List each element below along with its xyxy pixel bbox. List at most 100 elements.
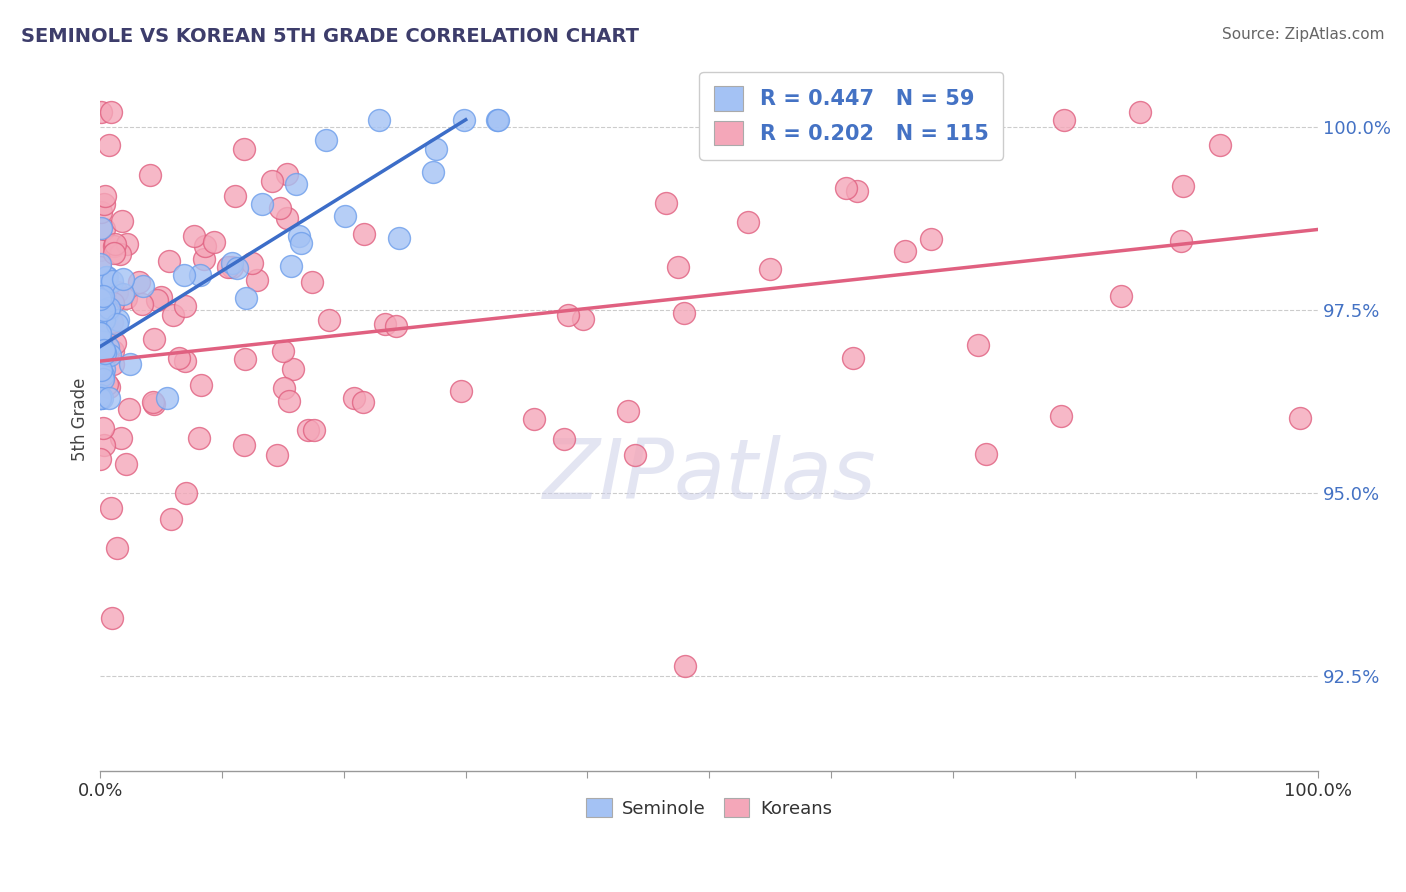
Point: [94, 270, 117, 285]
Point: [976, 447, 998, 461]
Point: [97, 305, 120, 319]
Point: [846, 184, 869, 198]
Point: [193, 252, 215, 267]
Point: [93, 222, 115, 236]
Point: [120, 357, 142, 371]
Point: [160, 512, 183, 526]
Point: [90, 334, 112, 348]
Point: [655, 196, 678, 211]
Point: [89, 452, 111, 467]
Point: [103, 336, 125, 351]
Point: [174, 485, 197, 500]
Point: [89, 333, 111, 347]
Point: [273, 381, 295, 395]
Point: [276, 211, 298, 225]
Point: [288, 228, 311, 243]
Point: [1173, 179, 1195, 194]
Point: [572, 312, 595, 326]
Point: [233, 351, 256, 366]
Point: [91, 421, 114, 435]
Point: [93, 368, 115, 382]
Point: [353, 227, 375, 242]
Point: [93, 362, 115, 376]
Point: [269, 201, 291, 215]
Point: [128, 275, 150, 289]
Point: [89, 391, 111, 405]
Point: [262, 174, 284, 188]
Text: Source: ZipAtlas.com: Source: ZipAtlas.com: [1222, 27, 1385, 42]
Point: [173, 299, 195, 313]
Point: [1288, 411, 1310, 425]
Point: [624, 449, 647, 463]
Point: [173, 354, 195, 368]
Point: [91, 343, 114, 357]
Point: [217, 260, 239, 275]
Point: [90, 105, 112, 120]
Point: [835, 181, 858, 195]
Point: [162, 309, 184, 323]
Point: [91, 372, 114, 386]
Point: [94, 299, 117, 313]
Point: [103, 245, 125, 260]
Point: [453, 112, 475, 127]
Point: [111, 214, 134, 228]
Point: [425, 142, 447, 156]
Point: [157, 254, 180, 268]
Point: [89, 391, 111, 405]
Text: SEMINOLE VS KOREAN 5TH GRADE CORRELATION CHART: SEMINOLE VS KOREAN 5TH GRADE CORRELATION…: [21, 27, 640, 45]
Point: [97, 322, 120, 336]
Point: [89, 391, 111, 405]
Point: [96, 347, 118, 361]
Point: [385, 318, 408, 333]
Point: [150, 290, 173, 304]
Point: [280, 260, 302, 274]
Point: [90, 291, 112, 305]
Point: [486, 112, 509, 127]
Point: [221, 256, 243, 270]
Point: [250, 197, 273, 211]
Point: [297, 423, 319, 437]
Point: [93, 302, 115, 317]
Point: [143, 397, 166, 411]
Point: [221, 260, 243, 274]
Point: [842, 351, 865, 366]
Point: [142, 332, 165, 346]
Point: [138, 168, 160, 182]
Point: [967, 338, 990, 352]
Point: [276, 167, 298, 181]
Point: [343, 391, 366, 405]
Point: [1129, 105, 1152, 120]
Point: [94, 189, 117, 203]
Point: [240, 256, 263, 270]
Point: [277, 393, 299, 408]
Point: [146, 293, 169, 307]
Point: [920, 232, 942, 246]
Point: [115, 236, 138, 251]
Point: [318, 312, 340, 326]
Point: [90, 221, 112, 235]
Point: [737, 215, 759, 229]
Point: [115, 457, 138, 471]
Point: [90, 292, 112, 306]
Point: [945, 105, 967, 120]
Point: [89, 326, 111, 341]
Point: [273, 344, 295, 359]
Point: [90, 391, 112, 405]
Legend: Seminole, Koreans: Seminole, Koreans: [579, 791, 839, 825]
Point: [91, 310, 114, 324]
Point: [105, 285, 128, 300]
Point: [91, 289, 114, 303]
Point: [523, 411, 546, 425]
Point: [616, 404, 638, 418]
Point: [100, 315, 122, 329]
Point: [173, 268, 195, 282]
Point: [131, 297, 153, 311]
Point: [450, 384, 472, 398]
Point: [672, 306, 695, 320]
Point: [98, 380, 121, 394]
Point: [93, 343, 115, 357]
Point: [93, 197, 115, 211]
Point: [266, 448, 288, 462]
Point: [285, 177, 308, 191]
Point: [246, 273, 269, 287]
